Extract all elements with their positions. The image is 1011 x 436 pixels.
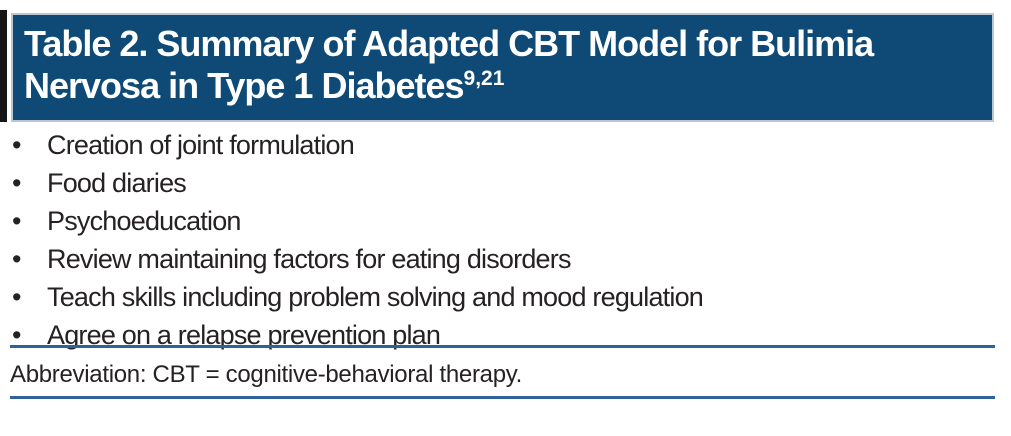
list-item-text: Review maintaining factors for eating di… bbox=[47, 244, 571, 274]
table-title-line2: Nervosa in Type 1 Diabetes9,21 bbox=[24, 65, 980, 107]
model-component-list: • Creation of joint formulation • Food d… bbox=[11, 126, 995, 354]
bullet-icon: • bbox=[12, 320, 22, 350]
list-item: • Teach skills including problem solving… bbox=[11, 278, 995, 316]
bullet-icon: • bbox=[12, 206, 22, 236]
table-title-line1: Table 2. Summary of Adapted CBT Model fo… bbox=[24, 23, 874, 64]
horizontal-rule-top bbox=[10, 345, 995, 348]
bullet-icon: • bbox=[12, 130, 22, 160]
list-item: • Food diaries bbox=[11, 164, 995, 202]
list-item-text: Teach skills including problem solving a… bbox=[47, 282, 704, 312]
list-item-text: Psychoeducation bbox=[47, 206, 241, 236]
list-item-text: Food diaries bbox=[47, 168, 187, 198]
abbreviation-footnote: Abbreviation: CBT = cognitive-behavioral… bbox=[10, 361, 523, 388]
citation-superscript: 9,21 bbox=[463, 67, 505, 90]
list-item: • Review maintaining factors for eating … bbox=[11, 240, 995, 278]
bullet-icon: • bbox=[12, 244, 22, 274]
bullet-icon: • bbox=[12, 282, 22, 312]
table-header: Table 2. Summary of Adapted CBT Model fo… bbox=[11, 13, 994, 122]
list-item-text: Creation of joint formulation bbox=[47, 130, 355, 160]
list-item: • Creation of joint formulation bbox=[11, 126, 995, 164]
page-edge-artifact bbox=[0, 10, 7, 122]
table-title: Table 2. Summary of Adapted CBT Model fo… bbox=[24, 23, 980, 107]
bullet-icon: • bbox=[12, 168, 22, 198]
list-item: • Agree on a relapse prevention plan bbox=[11, 316, 995, 354]
horizontal-rule-bottom bbox=[10, 396, 995, 399]
list-item: • Psychoeducation bbox=[11, 202, 995, 240]
table-title-line2-text: Nervosa in Type 1 Diabetes bbox=[24, 65, 465, 106]
